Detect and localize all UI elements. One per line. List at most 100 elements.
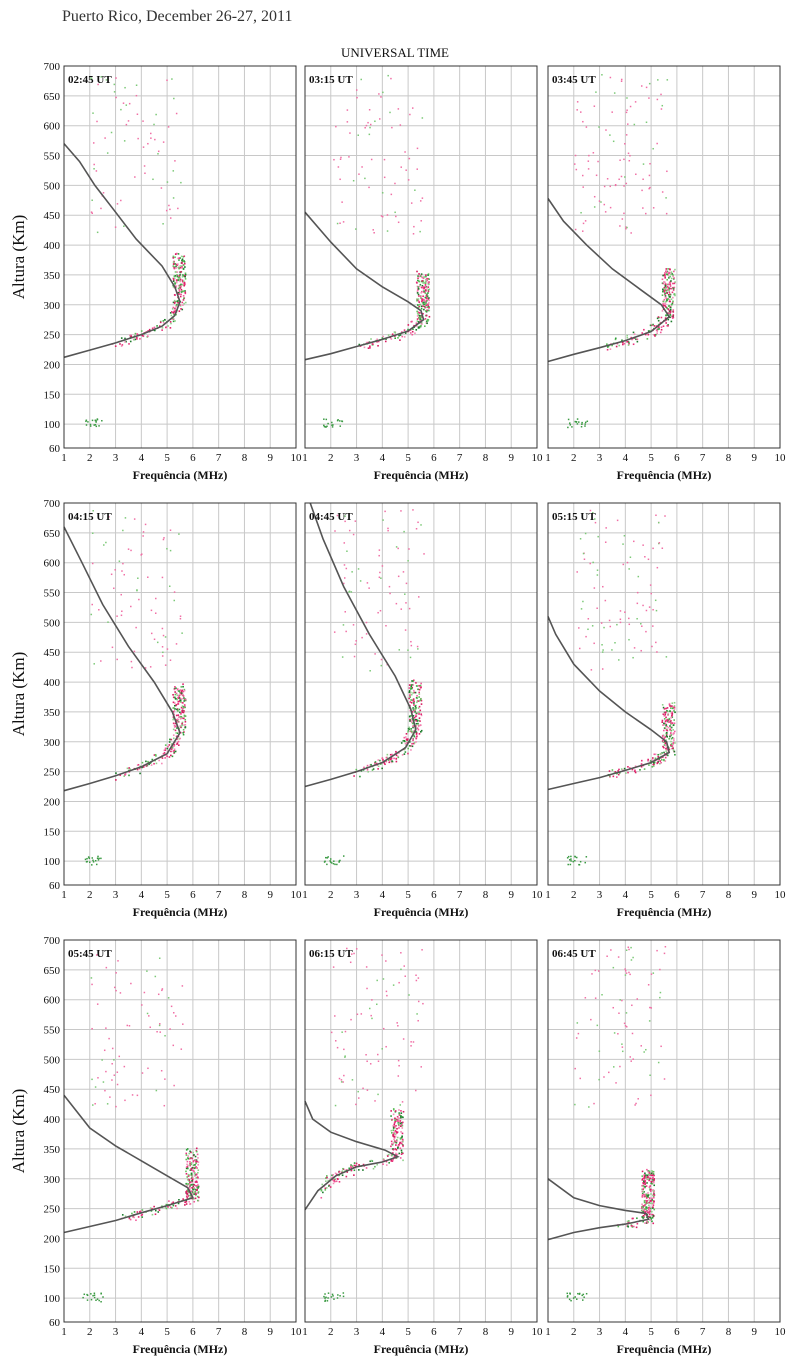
echo-dot — [626, 1225, 628, 1227]
echo-dot — [197, 1185, 200, 1188]
echo-dot — [670, 277, 673, 280]
echo-dot — [177, 700, 180, 703]
echo-dot — [323, 418, 325, 420]
echo-dot — [662, 288, 664, 291]
echo-dot — [625, 182, 628, 185]
echo-dot — [102, 192, 105, 194]
echo-dot — [173, 707, 175, 709]
x-tick-label: 2 — [571, 889, 577, 901]
echo-dot — [604, 599, 607, 602]
x-tick-label: 6 — [674, 1326, 680, 1338]
echo-dot — [582, 120, 584, 123]
echo-dot — [327, 422, 329, 425]
echo-dot — [186, 1178, 189, 1181]
echo-dot — [615, 1082, 617, 1084]
echo-dot — [576, 101, 579, 103]
echo-dot — [342, 1081, 344, 1083]
echo-dot — [399, 339, 401, 341]
echo-dot — [403, 753, 406, 755]
echo-dot — [172, 737, 175, 740]
echo-dot — [660, 1045, 662, 1048]
echo-dot — [578, 421, 580, 423]
echo-dot — [647, 758, 649, 761]
echo-dot — [196, 1153, 199, 1156]
echo-dot — [668, 291, 671, 293]
echo-dot — [90, 1293, 92, 1295]
echo-dot — [124, 1099, 126, 1102]
echo-dot — [584, 997, 587, 999]
echo-dot — [395, 754, 398, 757]
echo-dot — [641, 1203, 643, 1206]
echo-dot — [593, 1102, 595, 1105]
echo-dot — [350, 1165, 352, 1168]
echo-dot — [412, 509, 414, 511]
echo-dot — [613, 1032, 616, 1034]
echo-dot — [386, 214, 389, 216]
echo-dot — [128, 774, 130, 777]
echo-dot — [155, 113, 157, 116]
echo-dot — [93, 1294, 96, 1296]
echo-dot — [172, 750, 175, 753]
echo-dot — [576, 423, 579, 425]
echo-dot — [427, 274, 429, 276]
echo-dot — [645, 212, 647, 215]
echo-dot — [178, 1198, 180, 1201]
echo-dot — [157, 1211, 160, 1213]
echo-dot — [662, 282, 665, 285]
echo-dot — [169, 217, 172, 219]
x-axis-label: Frequência (MHz) — [374, 905, 469, 919]
echo-dot — [424, 282, 427, 285]
echo-dot — [102, 1081, 105, 1083]
echo-dot — [196, 1167, 198, 1169]
echo-dot — [657, 79, 659, 81]
echo-dot — [626, 109, 628, 111]
echo-dot — [668, 277, 670, 279]
echo-dot — [191, 1193, 193, 1195]
y-tick-label: 100 — [44, 419, 61, 431]
echo-dot — [161, 762, 163, 765]
echo-dot — [668, 718, 671, 721]
echo-dot — [190, 1172, 193, 1175]
echo-dot — [334, 530, 336, 532]
echo-dot — [661, 740, 664, 742]
echo-dot — [177, 744, 180, 746]
echo-dot — [649, 1202, 652, 1205]
echo-dot — [593, 206, 596, 208]
echo-dot — [670, 732, 672, 734]
echo-dot — [665, 739, 667, 741]
echo-dot — [411, 745, 414, 748]
echo-dot — [670, 707, 672, 710]
echo-dot — [669, 305, 672, 308]
echo-dot — [176, 718, 179, 720]
echo-dot — [121, 570, 123, 572]
echo-dot — [351, 571, 353, 573]
echo-dot — [588, 1106, 590, 1108]
echo-dot — [374, 1165, 376, 1168]
echo-dot — [411, 320, 413, 323]
echo-dot — [418, 295, 420, 297]
echo-dot — [120, 108, 122, 111]
echo-dot — [418, 312, 421, 314]
echo-dot — [357, 134, 359, 136]
echo-dot — [399, 124, 402, 126]
echo-dot — [381, 565, 384, 567]
echo-dot — [180, 686, 183, 688]
echo-dot — [413, 702, 415, 704]
echo-dot — [415, 1089, 417, 1092]
echo-dot — [624, 143, 626, 145]
profile-curve — [63, 143, 181, 359]
echo-dot — [162, 753, 165, 756]
echo-dot — [645, 1222, 648, 1224]
echo-dot — [134, 176, 136, 178]
echo-dot — [176, 275, 179, 278]
echo-dot — [115, 989, 117, 992]
echo-dot — [149, 666, 152, 668]
echo-dot — [670, 716, 672, 719]
echo-dot — [175, 735, 178, 738]
echo-dot — [165, 1203, 167, 1206]
echo-dot — [189, 1181, 192, 1183]
x-tick-label: 3 — [113, 1326, 119, 1338]
echo-dot — [121, 344, 124, 346]
echo-dot — [377, 765, 380, 768]
echo-dot — [343, 577, 346, 579]
